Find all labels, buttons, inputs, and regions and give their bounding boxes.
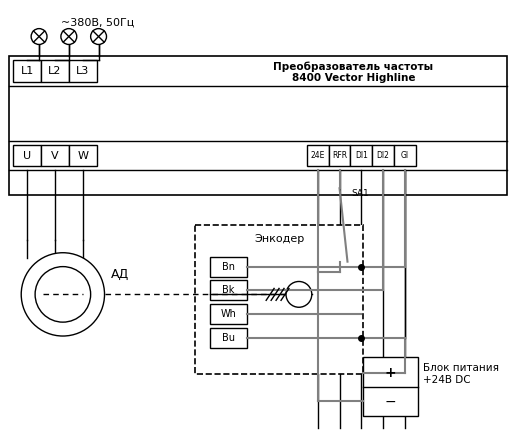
Bar xyxy=(350,145,372,166)
Text: W: W xyxy=(77,150,88,161)
Text: 24E: 24E xyxy=(310,151,325,160)
Text: +24В DC: +24В DC xyxy=(423,375,471,385)
Bar xyxy=(363,357,418,416)
Circle shape xyxy=(90,29,107,44)
Bar xyxy=(41,145,69,166)
Text: Bn: Bn xyxy=(222,262,235,271)
Bar xyxy=(372,145,394,166)
Circle shape xyxy=(286,282,312,307)
Circle shape xyxy=(31,29,47,44)
Text: 8400 Vector Highline: 8400 Vector Highline xyxy=(292,73,415,83)
Text: U: U xyxy=(23,150,31,161)
Text: Wh: Wh xyxy=(220,309,237,319)
Text: L2: L2 xyxy=(48,66,62,76)
Bar xyxy=(329,145,350,166)
Text: Bu: Bu xyxy=(222,333,235,343)
Text: SA1: SA1 xyxy=(352,189,369,198)
Text: ~380В, 50Гц: ~380В, 50Гц xyxy=(61,18,134,28)
Bar xyxy=(14,145,41,166)
Bar xyxy=(41,60,69,82)
Text: DI1: DI1 xyxy=(355,151,368,160)
Circle shape xyxy=(21,253,105,336)
Bar xyxy=(210,304,248,324)
Bar xyxy=(69,145,97,166)
Text: GI: GI xyxy=(401,151,409,160)
Text: −: − xyxy=(385,395,396,408)
Bar xyxy=(210,280,248,301)
Text: RFR: RFR xyxy=(332,151,347,160)
Text: Блок питания: Блок питания xyxy=(423,363,499,373)
Text: Bk: Bk xyxy=(222,286,235,295)
Text: Преобразователь частоты: Преобразователь частоты xyxy=(274,61,434,72)
Bar xyxy=(9,56,507,195)
Text: +: + xyxy=(385,366,396,380)
Bar xyxy=(307,145,329,166)
Text: V: V xyxy=(51,150,59,161)
Bar xyxy=(14,60,41,82)
Circle shape xyxy=(61,29,77,44)
Bar xyxy=(394,145,416,166)
Bar xyxy=(195,225,363,374)
Circle shape xyxy=(35,267,90,322)
Text: L1: L1 xyxy=(21,66,34,76)
Bar xyxy=(210,328,248,348)
Text: Энкодер: Энкодер xyxy=(254,234,304,244)
Text: АД: АД xyxy=(111,268,129,281)
Text: L3: L3 xyxy=(76,66,89,76)
Text: DI2: DI2 xyxy=(377,151,389,160)
Bar xyxy=(210,257,248,276)
Bar xyxy=(69,60,97,82)
